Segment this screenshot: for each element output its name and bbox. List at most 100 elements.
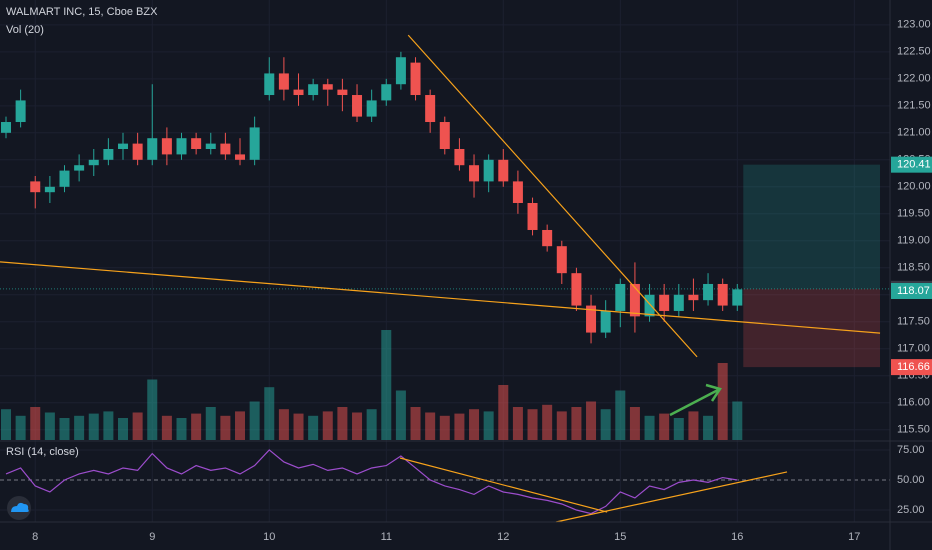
volume-bar xyxy=(425,412,436,440)
volume-bar xyxy=(30,407,41,440)
trend-line xyxy=(407,34,698,358)
candle-body xyxy=(600,310,611,333)
candle-body xyxy=(439,122,450,150)
volume-bar xyxy=(308,415,319,440)
candle-body xyxy=(15,100,26,123)
candle-body xyxy=(30,181,41,193)
candle-body xyxy=(644,294,655,317)
volume-bar xyxy=(644,415,655,440)
volume-legend: Vol (20) xyxy=(6,24,44,36)
x-tick-label: 10 xyxy=(263,531,275,543)
candle-body xyxy=(308,84,319,96)
rsi-legend: RSI (14, close) xyxy=(6,446,79,458)
volume-bar xyxy=(0,409,11,440)
x-tick-label: 15 xyxy=(614,531,626,543)
candle-body xyxy=(395,57,406,85)
candle-body xyxy=(483,159,494,182)
x-tick-label: 17 xyxy=(848,531,860,543)
volume-bar xyxy=(688,411,699,440)
volume-bar xyxy=(59,418,70,440)
volume-bar xyxy=(395,390,406,440)
axis-layer: 115.50116.00116.50117.00117.50118.00118.… xyxy=(32,19,932,543)
volume-bar xyxy=(454,413,465,440)
candle-body xyxy=(44,186,55,193)
volume-bar xyxy=(235,411,246,440)
candle-body xyxy=(249,127,260,160)
candle-body xyxy=(381,84,392,101)
x-tick-label: 9 xyxy=(149,531,155,543)
candle-body xyxy=(103,149,114,160)
y-tick-label: 119.00 xyxy=(897,235,930,247)
y-tick-label: 117.50 xyxy=(897,316,930,328)
y-tick-label: 121.50 xyxy=(897,100,931,112)
volume-bar xyxy=(483,411,494,440)
volume-bar xyxy=(571,407,582,440)
trend-line xyxy=(0,261,881,334)
candle-body xyxy=(512,181,523,203)
candle-body xyxy=(161,138,172,155)
candle-body xyxy=(454,149,465,166)
x-tick-label: 11 xyxy=(381,531,392,543)
volume-bar xyxy=(498,385,509,440)
candle-body xyxy=(717,283,728,306)
y-tick-label: 116.00 xyxy=(897,397,930,409)
volume-bar xyxy=(293,413,304,440)
volume-bar xyxy=(439,415,450,440)
volume-bar xyxy=(615,390,626,440)
candle-body xyxy=(0,122,11,133)
target-price-label: 120.41 xyxy=(897,159,931,171)
y-tick-label: 119.50 xyxy=(897,208,930,220)
volume-bar xyxy=(15,415,26,440)
volume-bar xyxy=(673,418,684,440)
y-tick-label: 121.00 xyxy=(897,127,931,139)
target-price-label-box xyxy=(891,156,932,173)
volume-bar xyxy=(410,407,421,440)
volume-bar xyxy=(659,413,670,440)
stop-price-label-box xyxy=(891,359,932,376)
candle-body xyxy=(673,294,684,311)
candle-body xyxy=(352,95,363,117)
symbol-title: WALMART INC, 15, Cboe BZX xyxy=(6,6,158,18)
candle-body xyxy=(147,138,158,160)
last-price-label: 118.07 xyxy=(897,285,930,297)
target-zone xyxy=(743,164,880,289)
rsi-tick-label: 50.00 xyxy=(897,474,925,486)
stop-price-label: 116.66 xyxy=(897,361,930,373)
volume-bar xyxy=(264,387,275,440)
volume-bar xyxy=(220,415,231,440)
volume-bar xyxy=(352,412,363,440)
candle-body xyxy=(498,159,509,182)
volume-bar xyxy=(278,409,289,440)
candle-body xyxy=(425,95,436,123)
volume-bar xyxy=(527,409,538,440)
rsi-line xyxy=(5,449,738,515)
candle-body xyxy=(191,138,202,150)
candle-body xyxy=(659,294,670,311)
logo[interactable] xyxy=(7,496,31,520)
volume-bar xyxy=(205,407,216,440)
volume-bar xyxy=(366,409,377,440)
volume-bar xyxy=(556,411,567,440)
candle-body xyxy=(469,165,480,182)
volume-bar xyxy=(337,407,348,440)
volume-bar xyxy=(74,415,85,440)
candle-body xyxy=(615,283,626,311)
y-tick-label: 122.50 xyxy=(897,46,931,58)
candle-body xyxy=(118,143,129,150)
rsi-tick-label: 25.00 xyxy=(897,504,925,516)
candle-body xyxy=(542,229,553,247)
candle-body xyxy=(571,273,582,306)
candle-body xyxy=(59,170,70,187)
volume-bar xyxy=(381,330,392,440)
volume-bar xyxy=(600,409,611,440)
candle-body xyxy=(88,159,99,166)
plot-layer xyxy=(0,34,890,523)
y-tick-label: 122.00 xyxy=(897,73,931,85)
candle-body xyxy=(132,143,143,160)
candle-body xyxy=(366,100,377,117)
candle-body xyxy=(220,143,231,155)
x-tick-label: 12 xyxy=(497,531,509,543)
candle-body xyxy=(732,289,743,306)
trend-line xyxy=(555,471,788,523)
y-tick-label: 117.00 xyxy=(897,343,930,355)
